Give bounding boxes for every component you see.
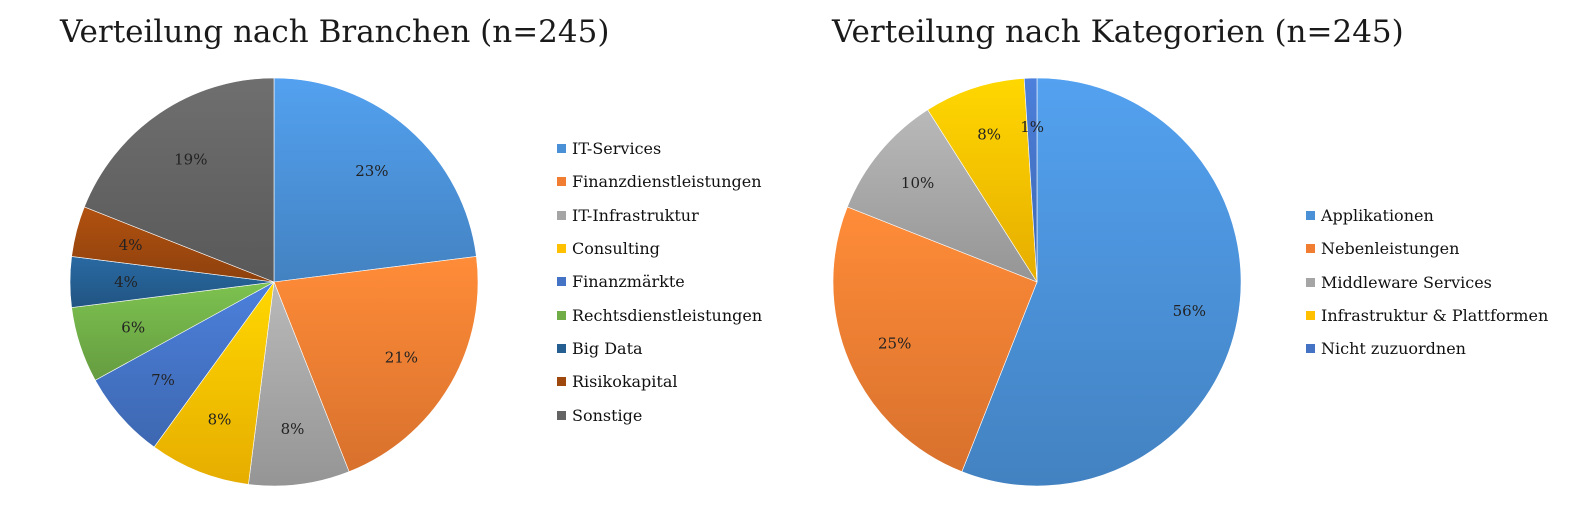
- legend-item: Risikokapital: [557, 365, 762, 398]
- pie-slice-it-infrastruktur: [248, 281, 350, 487]
- legend-kategorien: Applikationen Nebenleistungen Middleware…: [1306, 199, 1548, 365]
- legend-item: Applikationen: [1306, 199, 1548, 232]
- pie-chart-kategorien: 56% 25% 10% 8% 1%: [832, 77, 1242, 487]
- pie-slice-infrastruktur-plattformen: [927, 78, 1038, 283]
- legend-item: Infrastruktur & Plattformen: [1306, 299, 1548, 332]
- pie-slice-applikationen: [961, 77, 1242, 487]
- legend-label: Finanzdienstleistungen: [572, 172, 762, 192]
- legend-swatch: [557, 277, 566, 287]
- data-label: 19%: [174, 151, 207, 169]
- legend-label: Middleware Services: [1321, 272, 1492, 292]
- legend-label: Nicht zuzuordnen: [1321, 339, 1466, 359]
- legend-label: IT-Services: [572, 139, 662, 159]
- legend-label: Rechtsdienstleistungen: [572, 305, 763, 325]
- legend-item: IT-Infrastruktur: [557, 199, 762, 232]
- data-label: 56%: [1173, 302, 1206, 320]
- data-label: 25%: [878, 335, 911, 353]
- pie-slice-middleware-services: [846, 109, 1038, 283]
- chart-kategorien: Verteilung nach Kategorien (n=245) 56% 25…: [792, 0, 1583, 514]
- data-label: 10%: [901, 174, 934, 192]
- pie-slice-nicht-zuzuordnen: [1023, 77, 1038, 283]
- legend-swatch: [557, 177, 566, 187]
- legend-swatch: [557, 310, 566, 320]
- legend-item: Big Data: [557, 332, 762, 365]
- legend-item: Nicht zuzuordnen: [1306, 332, 1548, 365]
- legend-swatch: [557, 377, 566, 387]
- legend-item: Rechtsdienstleistungen: [557, 298, 762, 331]
- legend-swatch: [1306, 244, 1315, 254]
- pie-slice-sonstige: [83, 77, 275, 283]
- data-label: 21%: [385, 348, 418, 366]
- data-label: 6%: [121, 319, 145, 337]
- legend-label: IT-Infrastruktur: [572, 205, 699, 225]
- legend-swatch: [557, 210, 566, 220]
- legend-label: Big Data: [572, 338, 643, 358]
- data-label: 23%: [355, 162, 388, 180]
- chart-branchen: Verteilung nach Branchen (n=245) 23% 21% 8…: [60, 14, 762, 487]
- data-label: 8%: [208, 411, 232, 429]
- legend-swatch: [557, 410, 566, 420]
- legend-swatch: [557, 244, 566, 254]
- data-label: 8%: [281, 420, 305, 438]
- data-label: 4%: [114, 273, 138, 291]
- legend-item: Consulting: [557, 232, 762, 265]
- legend-swatch: [557, 144, 566, 154]
- data-label: 1%: [1020, 118, 1044, 136]
- legend-item: IT-Services: [557, 132, 762, 165]
- legend-label: Infrastruktur & Plattformen: [1321, 306, 1549, 326]
- legend-label: Risikokapital: [572, 372, 678, 392]
- pie-slice-nebenleistungen: [832, 206, 1038, 473]
- legend-swatch: [557, 343, 566, 353]
- legend-label: Sonstige: [572, 405, 643, 425]
- legend-label: Finanzmärkte: [572, 272, 685, 292]
- legend-branchen: IT-Services Finanzdienstleistungen IT-In…: [557, 132, 762, 432]
- chart-title: Verteilung nach Kategorien (n=245): [832, 14, 1404, 50]
- legend-swatch: [1306, 344, 1315, 354]
- legend-item: Nebenleistungen: [1306, 232, 1548, 265]
- data-label: 8%: [977, 126, 1001, 144]
- legend-label: Consulting: [572, 239, 660, 259]
- legend-swatch: [1306, 277, 1315, 287]
- data-label: 7%: [151, 371, 175, 389]
- legend-swatch: [1306, 311, 1315, 321]
- pie-slice-finanzdienstleistungen: [273, 256, 479, 473]
- pie-slice-consulting: [153, 281, 275, 485]
- legend-item: Finanzmärkte: [557, 265, 762, 298]
- pie-slice-it-services: [273, 77, 477, 283]
- pie-chart-branchen: 23% 21% 8% 8% 7% 6% 4% 4% 19%: [69, 77, 479, 487]
- legend-label: Applikationen: [1321, 206, 1434, 226]
- legend-swatch: [1306, 211, 1315, 221]
- legend-label: Nebenleistungen: [1321, 239, 1460, 259]
- data-label: 4%: [119, 236, 143, 254]
- legend-item: Sonstige: [557, 398, 762, 431]
- legend-item: Middleware Services: [1306, 266, 1548, 299]
- legend-item: Finanzdienstleistungen: [557, 165, 762, 198]
